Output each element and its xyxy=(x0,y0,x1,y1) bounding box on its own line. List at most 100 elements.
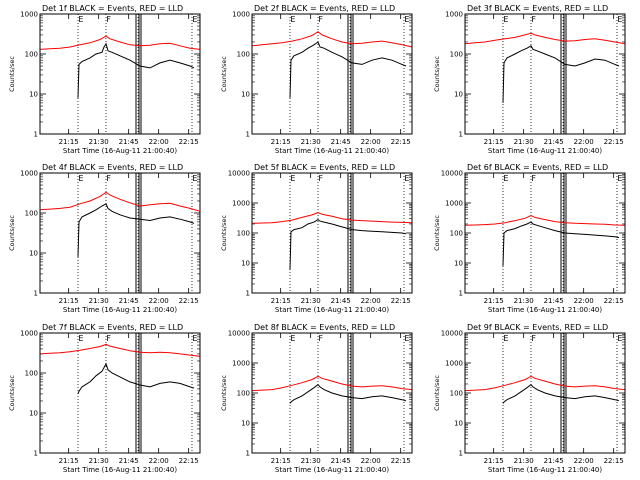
x-tick-label: 21:45 xyxy=(119,297,139,305)
y-tick-label: 100 xyxy=(237,390,250,398)
panel-title: Det 8f BLACK = Events, RED = LLD xyxy=(254,323,395,332)
events-series-line xyxy=(502,221,620,266)
x-tick-label: 21:30 xyxy=(514,297,534,305)
lld-series-line xyxy=(464,32,626,45)
x-tick-label: 22:00 xyxy=(574,138,594,146)
x-tick-label: 22:00 xyxy=(361,457,381,465)
x-tick-label: 22:15 xyxy=(391,297,411,305)
plot-frame xyxy=(464,332,626,454)
x-axis-label: Start Time (16-Aug-11 21:00:40) xyxy=(488,306,602,314)
interval-flag: E xyxy=(192,334,197,343)
panel-title: Det 3f BLACK = Events, RED = LLD xyxy=(467,4,608,13)
y-axis-label: Counts/sec xyxy=(8,56,16,92)
y-axis-label: Counts/sec xyxy=(433,375,441,411)
x-tick-label: 22:00 xyxy=(361,138,381,146)
x-axis-label: Start Time (16-Aug-11 21:00:40) xyxy=(63,147,177,155)
interval-flag: F xyxy=(531,174,536,183)
x-tick-label: 22:15 xyxy=(604,457,624,465)
interval-flag: F xyxy=(318,334,323,343)
x-tick-label: 22:15 xyxy=(179,138,199,146)
y-axis-label: Counts/sec xyxy=(8,215,16,251)
interval-flag: E xyxy=(617,15,622,24)
x-tick-label: 21:45 xyxy=(331,138,351,146)
x-axis-label: Start Time (16-Aug-11 21:00:40) xyxy=(275,306,389,314)
interval-flag: E xyxy=(192,15,197,24)
y-tick-label: 10 xyxy=(454,420,463,428)
x-axis-label: Start Time (16-Aug-11 21:00:40) xyxy=(488,147,602,155)
interval-flag: E xyxy=(78,334,83,343)
y-tick-label: 1 xyxy=(246,290,250,298)
x-tick-label: 21:45 xyxy=(331,457,351,465)
interval-flag: E xyxy=(617,334,622,343)
y-tick-label: 1 xyxy=(459,450,463,458)
y-tick-label: 100 xyxy=(237,51,250,59)
y-tick-label: 1 xyxy=(34,450,38,458)
interval-flag: F xyxy=(531,15,536,24)
events-series-line xyxy=(289,218,407,270)
lld-series-line xyxy=(39,35,201,50)
y-axis-label: Counts/sec xyxy=(220,56,228,92)
x-tick-label: 21:45 xyxy=(544,138,564,146)
x-tick-label: 21:15 xyxy=(484,457,504,465)
lld-series-line xyxy=(464,215,626,226)
interval-flag: F xyxy=(106,334,111,343)
detector-panel-1: Det 1f BLACK = Events, RED = LLD 1 10 100 10… xyxy=(8,4,201,155)
plot-frame xyxy=(39,172,201,294)
plot-frame xyxy=(39,332,201,454)
y-tick-label: 100 xyxy=(450,390,463,398)
plot-frame xyxy=(464,13,626,135)
x-tick-label: 21:30 xyxy=(514,457,534,465)
interval-flag: E xyxy=(503,15,508,24)
events-series-line xyxy=(502,383,620,404)
x-tick-label: 21:15 xyxy=(59,138,79,146)
detector-panel-5: Det 5f BLACK = Events, RED = LLD 1 10 100 10… xyxy=(220,163,413,314)
y-tick-label: 10 xyxy=(241,420,250,428)
panel-title: Det 6f BLACK = Events, RED = LLD xyxy=(467,163,608,172)
y-tick-label: 10 xyxy=(29,410,38,418)
y-tick-label: 100 xyxy=(450,230,463,238)
events-series-line xyxy=(502,45,620,103)
detector-panel-4: Det 4f BLACK = Events, RED = LLD 1 10 100 10… xyxy=(8,163,201,314)
y-axis-label: Counts/sec xyxy=(433,215,441,251)
y-axis-label: Counts/sec xyxy=(8,375,16,411)
x-tick-label: 21:30 xyxy=(89,138,109,146)
x-tick-label: 22:15 xyxy=(179,457,199,465)
y-tick-label: 1 xyxy=(246,131,250,139)
x-tick-label: 21:30 xyxy=(514,138,534,146)
interval-flag: F xyxy=(106,174,111,183)
x-tick-label: 21:45 xyxy=(544,297,564,305)
y-tick-label: 1000 xyxy=(20,330,38,338)
detector-panel-7: Det 7f BLACK = Events, RED = LLD 1 10 100 10… xyxy=(8,323,201,474)
x-tick-label: 21:30 xyxy=(89,457,109,465)
x-tick-label: 22:00 xyxy=(149,457,169,465)
interval-flag: E xyxy=(290,334,295,343)
y-tick-label: 1000 xyxy=(232,360,250,368)
y-tick-label: 10 xyxy=(241,91,250,99)
x-tick-label: 21:30 xyxy=(301,457,321,465)
plot-frame xyxy=(464,172,626,294)
panel-title: Det 1f BLACK = Events, RED = LLD xyxy=(42,4,183,13)
y-tick-label: 10000 xyxy=(228,330,250,338)
y-tick-label: 1 xyxy=(246,450,250,458)
interval-flag: F xyxy=(531,334,536,343)
y-tick-label: 1000 xyxy=(232,11,250,19)
panel-title: Det 2f BLACK = Events, RED = LLD xyxy=(254,4,395,13)
x-axis-label: Start Time (16-Aug-11 21:00:40) xyxy=(488,466,602,474)
y-tick-label: 1000 xyxy=(445,11,463,19)
y-tick-label: 10 xyxy=(29,91,38,99)
detector-panel-6: Det 6f BLACK = Events, RED = LLD 1 10 100 10… xyxy=(433,163,626,314)
events-series-line xyxy=(77,203,195,257)
y-tick-label: 100 xyxy=(25,51,38,59)
interval-flag: E xyxy=(78,174,83,183)
x-axis-label: Start Time (16-Aug-11 21:00:40) xyxy=(275,466,389,474)
events-series-line xyxy=(289,383,407,404)
x-tick-label: 21:45 xyxy=(119,457,139,465)
interval-flag: E xyxy=(78,15,83,24)
x-tick-label: 21:15 xyxy=(59,457,79,465)
x-tick-label: 21:15 xyxy=(271,297,291,305)
interval-flag: F xyxy=(318,174,323,183)
x-tick-label: 22:00 xyxy=(149,297,169,305)
y-tick-label: 100 xyxy=(25,210,38,218)
detector-panel-3: Det 3f BLACK = Events, RED = LLD 1 10 100 10… xyxy=(433,4,626,155)
